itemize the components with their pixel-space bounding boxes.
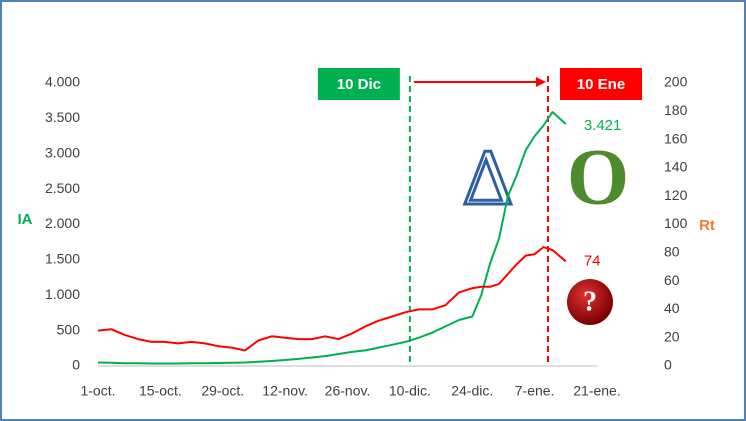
y2-tick-label: 180	[664, 102, 688, 118]
y-tick-label: 2.500	[45, 180, 80, 196]
x-tick-label: 1-oct.	[80, 383, 115, 399]
y2-tick-label: 160	[664, 130, 688, 146]
marker-box	[317, 68, 400, 100]
x-tick-label: 7-ene.	[515, 383, 555, 399]
y2-tick-label: 200	[664, 74, 688, 90]
value-label: 74	[584, 252, 601, 269]
marker-label: 10 Dic	[337, 76, 381, 93]
y-tick-label: 1.000	[45, 286, 80, 302]
y2-tick-label: 100	[664, 215, 688, 231]
y-tick-label: 3.500	[45, 109, 80, 125]
y-axis-label: IA	[18, 211, 33, 228]
y-tick-label: 1.500	[45, 251, 80, 267]
y2-tick-label: 40	[664, 300, 680, 316]
series-line	[97, 246, 567, 352]
x-tick-label: 12-nov.	[262, 383, 308, 399]
y2-tick-label: 20	[664, 328, 680, 344]
x-tick-label: 26-nov.	[325, 383, 371, 399]
y2-tick-label: 120	[664, 187, 688, 203]
question-icon	[567, 279, 613, 325]
y-tick-label: 500	[57, 321, 81, 337]
x-tick-label: 24-dic.	[451, 383, 493, 399]
marker-label: 10 Ene	[577, 76, 625, 93]
value-label: 3.421	[584, 117, 622, 134]
y-tick-label: 3.000	[45, 144, 80, 160]
x-tick-label: 10-dic.	[389, 383, 431, 399]
x-tick-label: 21-ene.	[573, 383, 620, 399]
y2-tick-label: 140	[664, 159, 688, 175]
delta-symbol: Δ	[462, 137, 514, 221]
y-tick-label: 2.000	[45, 215, 80, 231]
y2-tick-label: 60	[664, 272, 680, 288]
question-symbol: ?	[583, 286, 597, 317]
arrow-head	[535, 77, 546, 87]
series-line	[97, 111, 567, 365]
x-tick-label: 29-oct.	[201, 383, 244, 399]
y-tick-label: 4.000	[45, 74, 80, 90]
y2-axis-label: Rt	[699, 217, 715, 234]
o-symbol: O	[567, 133, 629, 221]
y2-tick-label: 0	[664, 357, 672, 373]
marker-box	[559, 68, 642, 100]
x-tick-label: 15-oct.	[139, 383, 182, 399]
y2-tick-label: 80	[664, 244, 680, 260]
y-tick-label: 0	[72, 357, 80, 373]
